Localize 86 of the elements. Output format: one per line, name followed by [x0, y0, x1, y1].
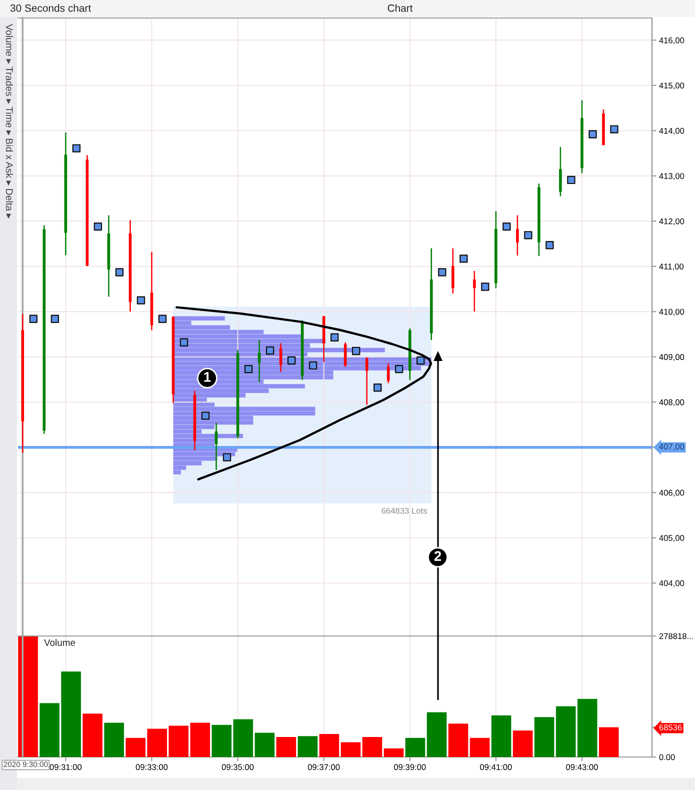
point: [29, 314, 38, 323]
chart-title: 30 Seconds chart: [10, 4, 91, 12]
y-tick-label: 416,00: [659, 37, 684, 44]
y-tick-label: 411,00: [659, 264, 684, 270]
point: [72, 144, 81, 152]
x-tick-label: 09:37:00: [308, 764, 340, 770]
bar: [18, 636, 38, 757]
ref-line-label: 407,00: [659, 444, 684, 451]
band-label: 664833 Lots: [382, 508, 427, 514]
point: [395, 364, 404, 374]
bar: [173, 406, 316, 412]
x-tick-label: 09:31:00: [50, 764, 82, 770]
bar: [82, 714, 102, 757]
point: [308, 361, 318, 370]
bar: [426, 712, 447, 757]
bar: [577, 698, 598, 757]
point: [524, 231, 532, 240]
point: [567, 176, 576, 184]
point: [460, 254, 468, 263]
point: [438, 268, 446, 276]
point: [610, 125, 618, 134]
y-tick-label: 404,00: [659, 580, 684, 588]
candlestick: [344, 342, 347, 368]
bar: [384, 748, 404, 757]
point: [201, 412, 210, 420]
chart-subtitle: Chart: [388, 4, 413, 12]
bar: [470, 738, 490, 757]
annotation: 2: [434, 551, 442, 561]
y-tick-label: 278818...: [659, 633, 693, 640]
bar: [512, 730, 533, 757]
text: Volume ▸ Trades ▸ Time ▸ Bid x Ask ▸ Delta ▸: [6, 24, 14, 219]
point: [50, 314, 60, 323]
point: [546, 241, 554, 250]
point: [222, 453, 232, 462]
y-tick-label: 408,00: [659, 399, 684, 406]
point: [115, 268, 124, 276]
bar: [254, 732, 275, 757]
y-tick-label: 405,00: [659, 535, 684, 542]
chart-title: Volume: [44, 639, 76, 646]
y-tick-label: 410,00: [659, 308, 684, 316]
bar: [556, 706, 576, 757]
point: [352, 346, 360, 356]
point: [158, 314, 167, 323]
y-tick-label: 409,00: [659, 354, 684, 361]
annotation: 1: [204, 372, 211, 382]
y-tick-label: 414,00: [659, 128, 684, 135]
bar: [298, 736, 318, 757]
point: [180, 338, 188, 346]
y-tick-label: 415,00: [659, 82, 684, 90]
x-tick-label: 09:41:00: [480, 764, 512, 770]
y-tick-label: 0.00: [659, 754, 675, 760]
bar: [276, 737, 296, 757]
bar: [491, 715, 512, 757]
point: [481, 282, 490, 291]
candlestick: [365, 356, 368, 406]
bar: [448, 724, 468, 757]
bar: [104, 722, 124, 757]
bar: [340, 742, 361, 757]
point: [416, 356, 425, 365]
x-tick-label: 09:39:00: [394, 764, 426, 770]
point: [502, 222, 511, 231]
y-tick-label: 413,00: [659, 173, 684, 180]
bar: [405, 738, 426, 757]
point: [94, 222, 102, 231]
bar: [598, 727, 619, 757]
candlestick: [559, 146, 562, 197]
bar: [173, 316, 225, 321]
y-tick-label: 68536: [659, 724, 682, 730]
point: [588, 130, 597, 138]
x-tick-label: 09:43:00: [566, 764, 598, 770]
y-tick-label: 412,00: [659, 218, 684, 226]
bar: [362, 737, 382, 757]
point: [287, 356, 296, 365]
candlestick: [473, 270, 476, 312]
point: [373, 384, 382, 392]
candlestick: [516, 214, 519, 256]
point: [330, 333, 339, 342]
y-tick-label: 406,00: [659, 490, 684, 497]
point: [136, 296, 146, 304]
bar: [319, 734, 340, 757]
bar: [534, 717, 554, 757]
point: [266, 346, 274, 355]
x-tick-label: 09:33:00: [136, 764, 168, 770]
candlestick: [451, 248, 454, 294]
point: [244, 364, 253, 374]
x-tick-label: 09:35:00: [222, 764, 254, 770]
